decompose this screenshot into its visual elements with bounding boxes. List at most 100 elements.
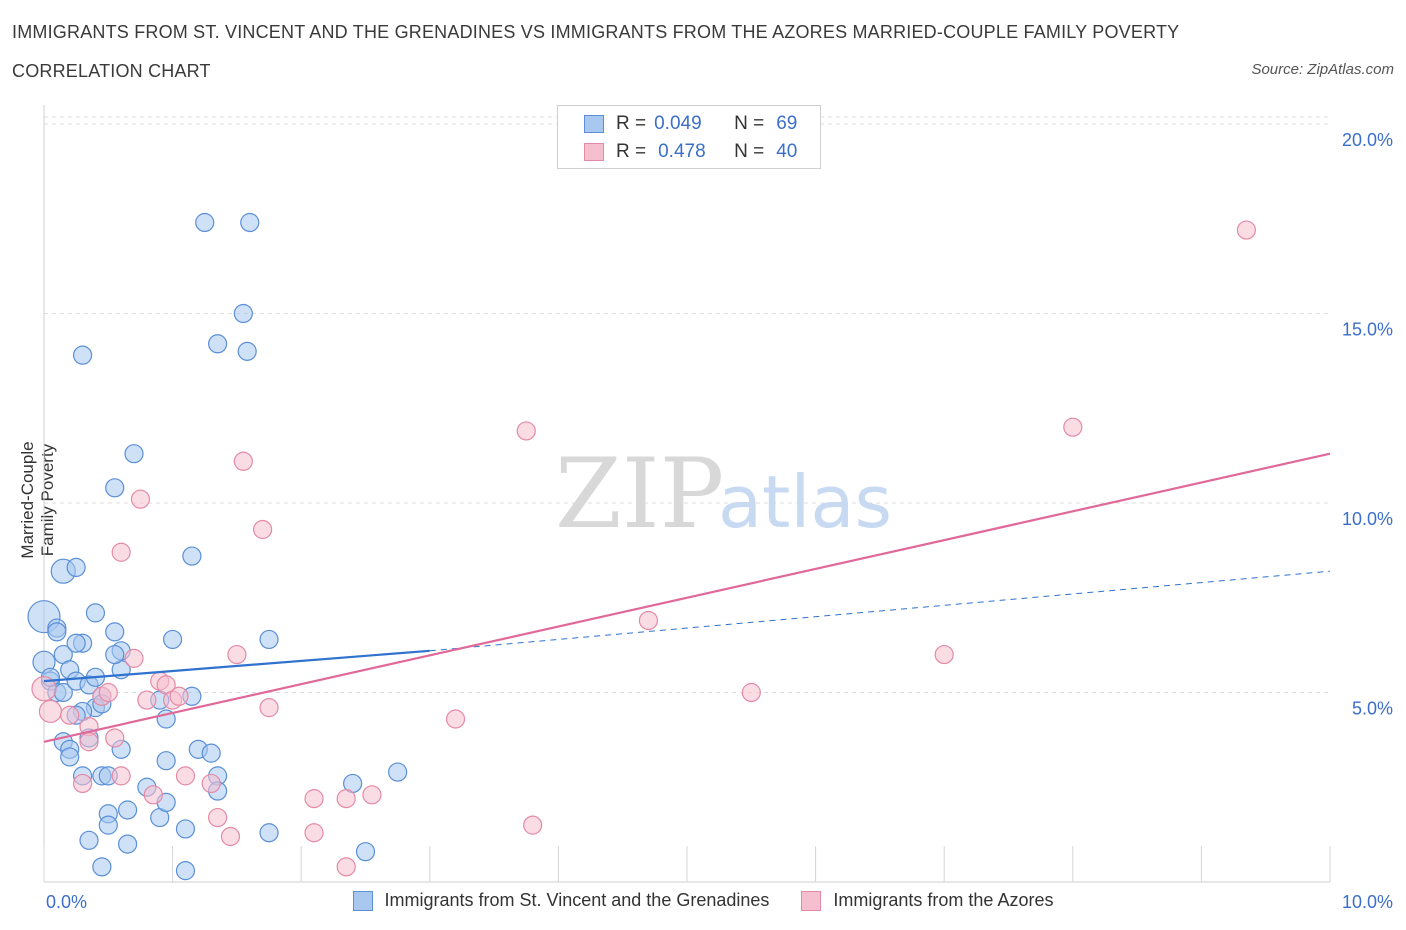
series-legend: Immigrants from St. Vincent and the Gren… <box>0 890 1406 911</box>
st-vincent-point <box>175 861 196 881</box>
azores-point <box>445 709 466 729</box>
st-vincent-point <box>124 444 144 464</box>
y-tick-label: 15.0% <box>1342 319 1393 339</box>
azores-point <box>175 766 196 786</box>
x-tick-label: 0.0% <box>46 892 87 912</box>
st-vincent-point <box>237 341 257 361</box>
st-vincent-trend-line <box>43 649 430 683</box>
legend-r-label: R = <box>616 141 647 162</box>
st-vincent-point <box>175 819 196 839</box>
legend-series-name: Immigrants from St. Vincent and the Gren… <box>384 890 770 910</box>
y-tick-label: 20.0% <box>1342 130 1393 150</box>
y-tick-label: 5.0% <box>1352 698 1393 718</box>
azores-point <box>638 610 659 631</box>
legend-item-azores: Immigrants from the Azores <box>801 890 1053 911</box>
legend-n-value: 40 <box>776 141 798 162</box>
st-vincent-point <box>182 546 202 566</box>
legend-row-pink: R = 0.478 N = 40 <box>584 141 797 163</box>
azores-point <box>72 773 93 794</box>
watermark-atlas: atlas <box>718 460 892 544</box>
st-vincent-point <box>259 629 279 650</box>
azores-point <box>516 421 536 441</box>
st-vincent-point <box>72 345 93 365</box>
azores-point <box>208 807 228 828</box>
azores-point <box>304 789 324 809</box>
st-vincent-point <box>156 751 176 771</box>
azores-point <box>934 644 954 665</box>
legend-item-st-vincent: Immigrants from St. Vincent and the Gren… <box>352 890 770 911</box>
blue-swatch-icon <box>584 115 604 133</box>
azores-point <box>259 698 279 718</box>
azores-point <box>336 789 356 809</box>
azores-point <box>362 785 382 805</box>
st-vincent-point <box>79 830 99 850</box>
st-vincent-point <box>240 212 260 233</box>
source-credit: Source: ZipAtlas.com <box>1251 61 1394 78</box>
azores-point <box>79 732 99 752</box>
st-vincent-point <box>98 815 118 835</box>
azores-point <box>111 766 131 786</box>
legend-r-value: 0.049 <box>654 113 702 134</box>
st-vincent-point <box>259 823 279 843</box>
azores-point <box>111 542 131 562</box>
azores-point <box>1063 417 1083 437</box>
azores-point <box>253 519 273 540</box>
azores-point <box>523 815 543 835</box>
st-vincent-point <box>66 557 86 578</box>
pink-swatch-icon <box>584 143 604 161</box>
legend-n-label: N = <box>734 113 765 134</box>
watermark-zip: ZIP <box>555 438 724 550</box>
st-vincent-point <box>201 743 221 763</box>
azores-point <box>233 451 253 471</box>
legend-n-label: N = <box>734 141 765 162</box>
azores-point <box>130 489 151 509</box>
st-vincent-point <box>60 747 80 767</box>
azores-point <box>336 857 356 877</box>
chart-title-line-2: CORRELATION CHART <box>12 61 211 81</box>
azores-trend-line <box>43 452 1331 743</box>
azores-point <box>741 682 761 703</box>
azores-point <box>124 648 144 668</box>
st-vincent-point <box>117 834 138 854</box>
st-vincent-point <box>105 478 125 498</box>
legend-series-name: Immigrants from the Azores <box>833 890 1054 910</box>
legend-r-value: 0.478 <box>658 141 706 162</box>
st-vincent-point <box>105 644 125 665</box>
azores-point <box>169 686 189 706</box>
azores-point <box>60 705 80 725</box>
azores-point <box>1236 220 1257 240</box>
st-vincent-point <box>355 842 376 862</box>
x-tick-label: 10.0% <box>1342 892 1393 912</box>
pink-swatch-icon <box>801 890 822 911</box>
azores-point <box>220 826 241 847</box>
azores-point <box>143 785 163 805</box>
st-vincent-point <box>47 622 67 642</box>
azores-point <box>201 773 221 794</box>
y-tick-label: 10.0% <box>1342 509 1393 529</box>
st-vincent-point <box>92 857 112 877</box>
azores-point <box>98 682 118 703</box>
azores-point <box>38 699 63 724</box>
azores-point <box>227 644 247 665</box>
st-vincent-point <box>117 800 138 820</box>
st-vincent-point <box>163 629 183 650</box>
chart-title-line-1: IMMIGRANTS FROM ST. VINCENT AND THE GREN… <box>12 22 1180 42</box>
st-vincent-point <box>233 303 253 324</box>
legend-r-label: R = <box>616 113 647 134</box>
azores-point <box>31 676 57 702</box>
legend-n-value: 69 <box>776 113 798 134</box>
correlation-legend: R = 0.049 N = 69 R = 0.478 N = 40 <box>557 105 821 169</box>
azores-point <box>105 728 125 748</box>
blue-swatch-icon <box>352 890 373 911</box>
legend-row-blue: R = 0.049 N = 69 <box>584 113 797 135</box>
st-vincent-point <box>105 622 125 642</box>
azores-point <box>137 690 157 710</box>
st-vincent-point <box>195 212 215 233</box>
st-vincent-point <box>66 633 86 653</box>
st-vincent-point <box>388 762 408 782</box>
st-vincent-trend-extension <box>429 570 1331 652</box>
azores-point <box>304 823 324 843</box>
st-vincent-point <box>208 334 228 354</box>
st-vincent-point <box>85 603 106 623</box>
